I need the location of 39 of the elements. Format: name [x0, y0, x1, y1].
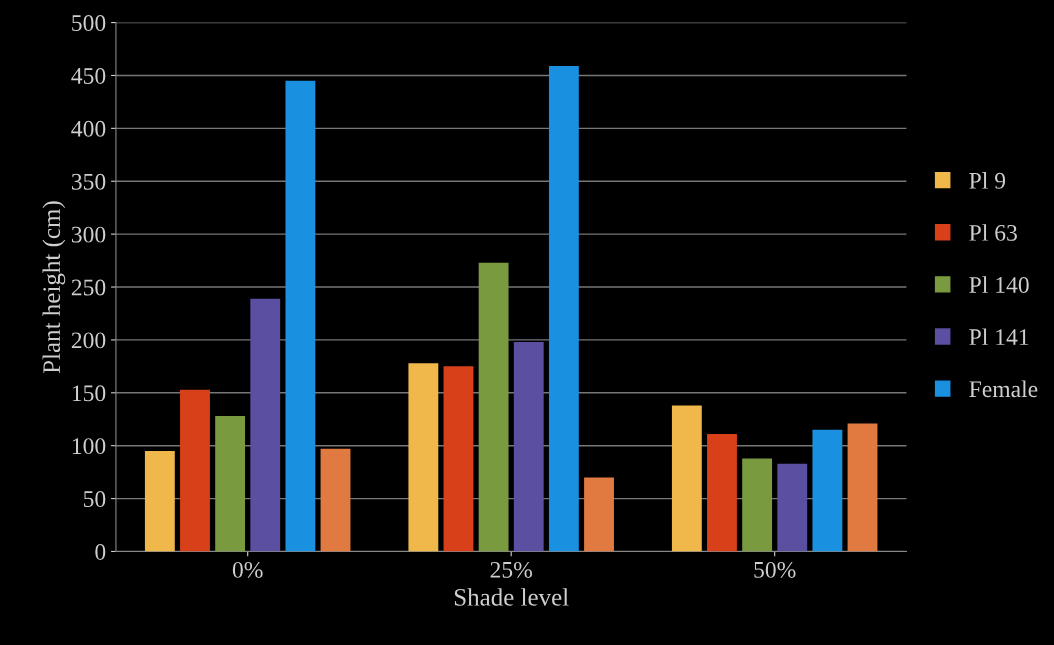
x-tick-label: 0%	[232, 561, 263, 578]
x-tick-label: 25%	[490, 561, 533, 578]
bar	[671, 405, 702, 552]
bar	[513, 342, 544, 552]
legend-label: Pl 141	[969, 328, 1029, 345]
bar	[847, 423, 878, 552]
legend-label: Female	[969, 380, 1038, 398]
bar	[180, 389, 210, 552]
bar	[584, 477, 614, 552]
y-tick-label: 200	[71, 332, 106, 349]
bar	[777, 463, 808, 552]
y-tick-label: 0	[95, 543, 106, 560]
y-tick-label: 450	[71, 67, 106, 84]
legend-label: Pl 63	[969, 224, 1017, 241]
y-tick-label: 50	[83, 491, 106, 508]
bar	[478, 262, 509, 552]
y-tick-label: 250	[71, 279, 106, 296]
bar	[285, 80, 316, 552]
y-tick-label: 100	[72, 438, 106, 455]
bar	[320, 448, 351, 552]
legend-label: Pl 140	[969, 276, 1029, 293]
y-tick-label: 400	[71, 120, 106, 137]
bar	[742, 458, 773, 552]
x-tick-label: 50%	[754, 561, 796, 578]
bar	[250, 298, 281, 552]
x-axis-title: Shade level	[454, 588, 569, 606]
bar	[443, 366, 474, 552]
legend-label: Pl 9	[969, 172, 1006, 189]
y-tick-label: 500	[72, 15, 106, 31]
bar	[215, 416, 246, 552]
bar	[548, 65, 579, 552]
bar	[408, 363, 439, 552]
y-tick-label: 150	[72, 385, 106, 402]
y-tick-label: 300	[71, 226, 106, 243]
y-tick-label: 350	[71, 173, 106, 190]
bar	[812, 429, 843, 552]
bar	[707, 434, 737, 552]
bar	[144, 450, 175, 552]
y-axis-title: Plant height (cm)	[42, 201, 66, 374]
